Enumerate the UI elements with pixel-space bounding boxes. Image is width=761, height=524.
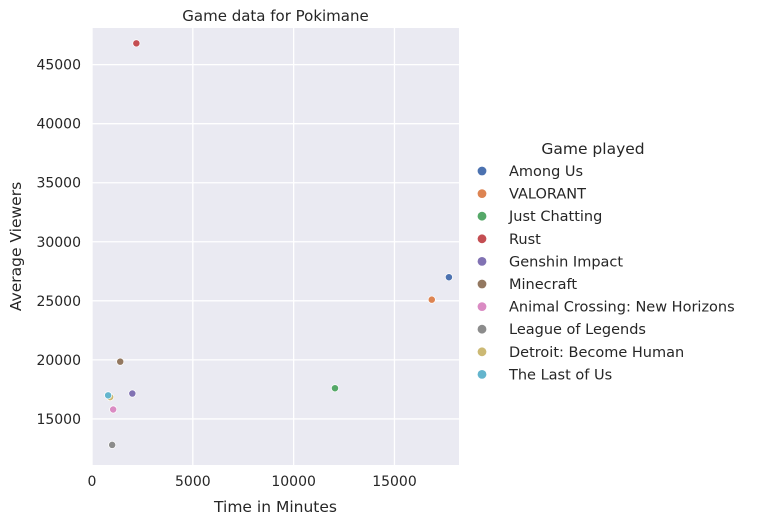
legend: Game played Among Us VALORANT Just Chattin… [477, 140, 735, 383]
chart-title: Game data for Pokimane [182, 7, 368, 25]
data-point [116, 357, 125, 366]
grid-lines [91, 28, 459, 465]
legend-label: Among Us [509, 164, 583, 180]
y-tick-label: 25000 [36, 294, 81, 310]
legend-label: Just Chatting [508, 209, 602, 225]
legend-marker [477, 211, 487, 221]
data-point [331, 384, 339, 393]
data-point [427, 295, 436, 304]
legend-label: Genshin Impact [509, 254, 623, 270]
data-point [132, 39, 141, 48]
legend-items: Among Us VALORANT Just Chatting Rust Genshin… [477, 164, 735, 383]
x-axis-label: Time in Minutes [213, 498, 337, 516]
data-point [108, 440, 117, 449]
legend-label: Minecraft [509, 277, 577, 293]
x-tick-label: 15000 [372, 474, 417, 490]
legend-marker [477, 166, 487, 176]
legend-label: League of Legends [509, 322, 646, 338]
y-tick-label: 30000 [36, 235, 81, 251]
y-axis-label: Average Viewers [7, 182, 25, 311]
data-points [104, 39, 453, 449]
legend-marker [477, 234, 487, 244]
plot-background [92, 28, 459, 465]
data-point [444, 273, 453, 282]
legend-marker [477, 189, 487, 199]
legend-label: Animal Crossing: New Horizons [509, 300, 735, 316]
y-tick-label: 15000 [36, 412, 81, 428]
x-tick-label: 10000 [271, 474, 316, 490]
data-point [109, 405, 118, 414]
x-tick-label: 5000 [175, 474, 211, 490]
y-tick-label: 35000 [36, 176, 81, 192]
data-point [128, 389, 137, 398]
legend-marker [477, 257, 487, 266]
tick-labels: 0 5000 10000 15000 15000 20000 25000 30000 35000… [36, 58, 416, 490]
legend-label: Rust [509, 232, 541, 248]
y-tick-label: 45000 [36, 58, 81, 74]
x-tick-label: 0 [88, 474, 97, 490]
y-tick-label: 20000 [36, 353, 81, 369]
legend-marker [477, 370, 487, 379]
legend-marker [477, 279, 487, 289]
legend-marker [477, 324, 487, 334]
legend-marker [477, 302, 487, 311]
data-point [104, 391, 113, 400]
legend-label: Detroit: Become Human [509, 345, 684, 361]
legend-label: VALORANT [509, 187, 586, 203]
y-tick-label: 40000 [36, 117, 81, 133]
legend-marker [477, 347, 487, 357]
legend-title: Game played [541, 140, 644, 158]
legend-label: The Last of Us [508, 367, 612, 383]
